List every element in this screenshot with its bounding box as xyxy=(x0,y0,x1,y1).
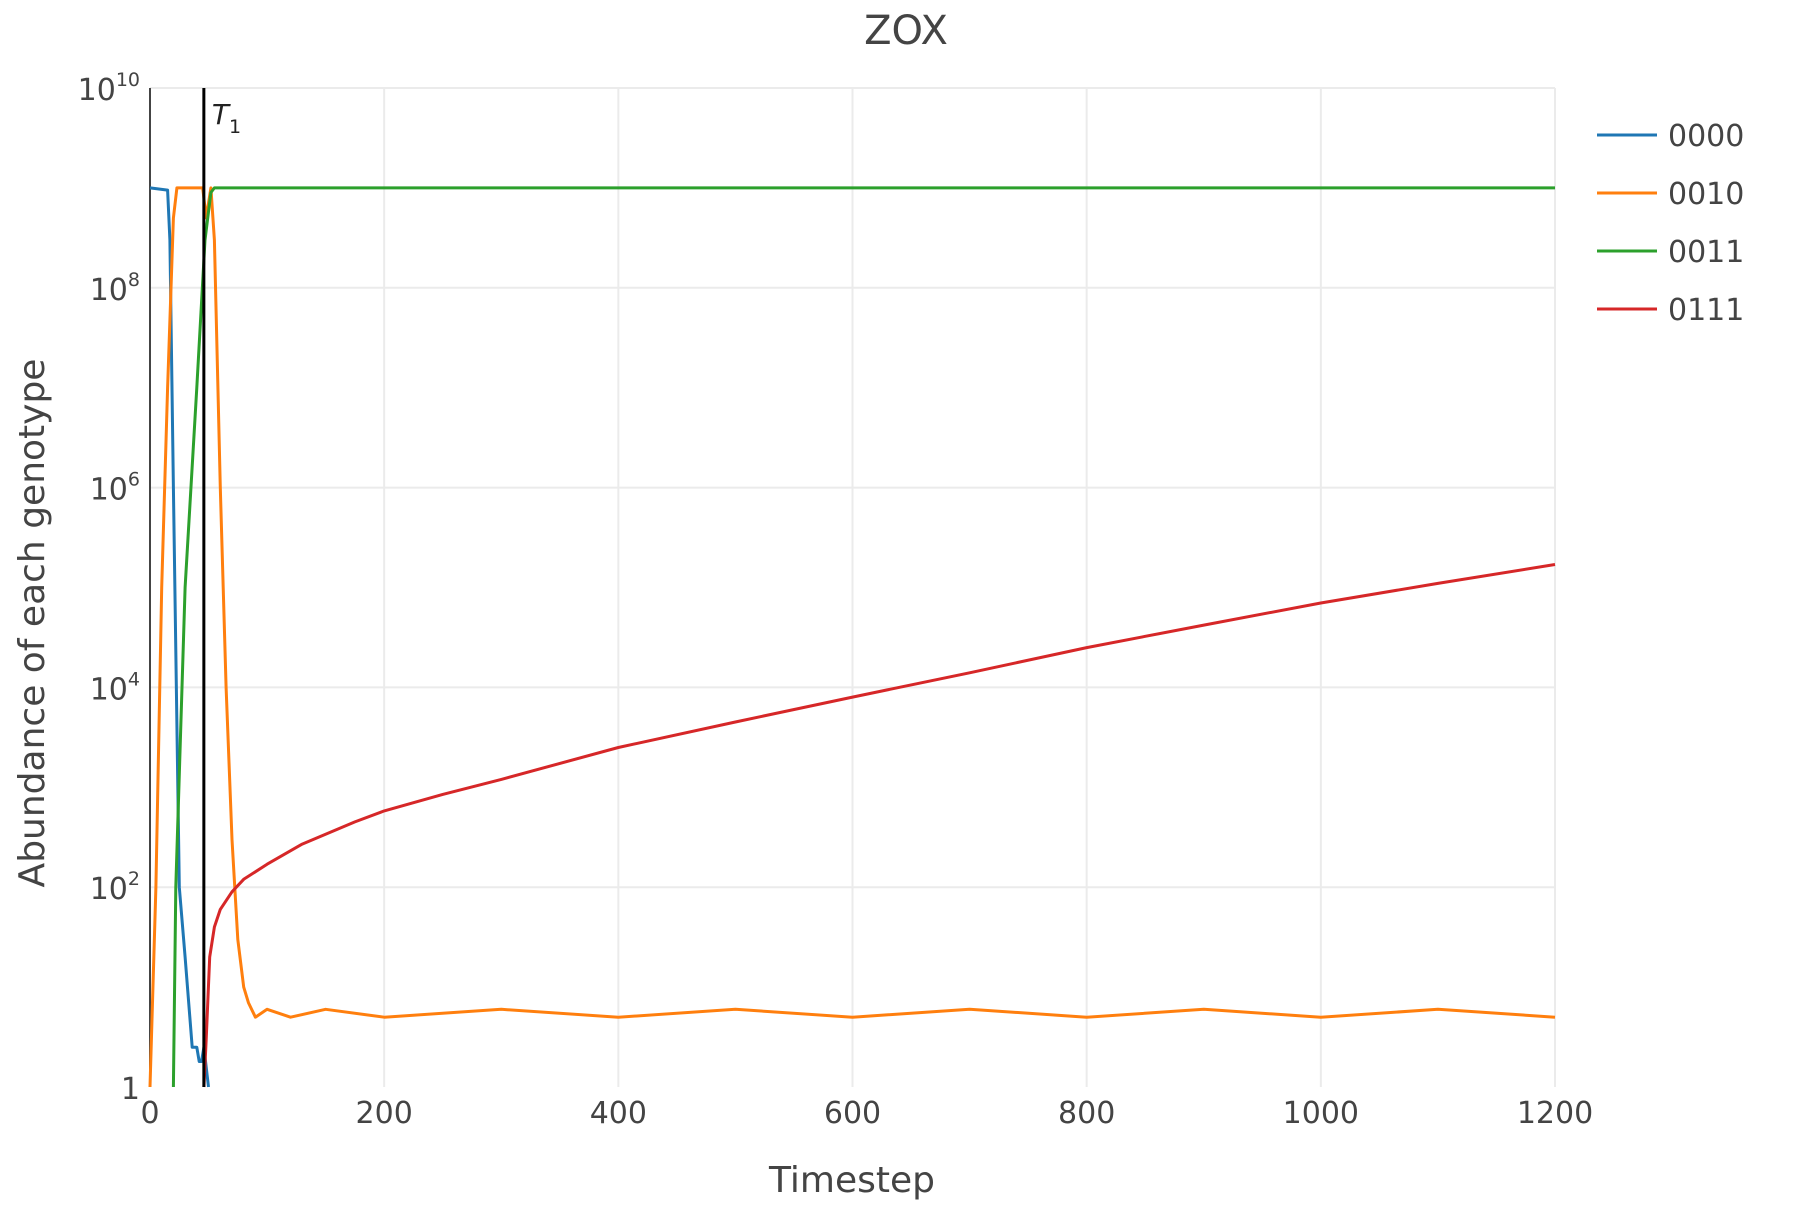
x-tick-label: 600 xyxy=(824,1096,881,1131)
series-line-0011 xyxy=(171,186,1555,1088)
legend-item-0010[interactable]: 0010 xyxy=(1597,177,1744,212)
y-tick-label: 104 xyxy=(90,668,140,707)
annotation-layer: T1 xyxy=(202,88,241,1087)
x-tick-label: 400 xyxy=(590,1096,647,1131)
annotation-label: T1 xyxy=(212,98,241,138)
legend-label: 0111 xyxy=(1668,293,1744,328)
legend-item-0011[interactable]: 0011 xyxy=(1597,235,1744,270)
y-tick-label: 102 xyxy=(90,868,140,907)
x-tick-label: 1000 xyxy=(1283,1096,1359,1131)
series-line-0111 xyxy=(202,563,1556,1088)
legend-label: 0010 xyxy=(1668,177,1744,212)
x-tick-label: 800 xyxy=(1058,1096,1115,1131)
x-tick-label: 1200 xyxy=(1517,1096,1593,1131)
series-layer xyxy=(148,186,1556,1088)
y-tick-label: 1 xyxy=(121,1072,140,1107)
legend: 0000 0010 0011 0111 xyxy=(1597,119,1744,328)
y-tick-label: 108 xyxy=(90,269,140,308)
legend-label: 0011 xyxy=(1668,235,1744,270)
series-line-0010 xyxy=(148,186,1556,1088)
grid-layer xyxy=(150,87,1556,1087)
legend-label: 0000 xyxy=(1668,119,1744,154)
legend-item-0000[interactable]: 0000 xyxy=(1597,119,1744,154)
series-line-0000 xyxy=(149,186,210,1088)
y-tick-label: 106 xyxy=(90,469,140,508)
x-tick-label: 0 xyxy=(140,1096,159,1131)
y-tick-label: 1010 xyxy=(78,69,140,108)
chart-title: ZOX xyxy=(864,8,948,54)
x-tick-label: 200 xyxy=(356,1096,413,1131)
legend-item-0111[interactable]: 0111 xyxy=(1597,293,1744,328)
y-axis-title: Abundance of each genotype xyxy=(12,359,53,888)
x-axis-title: Timestep xyxy=(768,1160,935,1200)
tick-label-layer: 0 200 400 600 800 1000 1200 1 102 104 106 108 1010 xyxy=(78,69,1594,1131)
